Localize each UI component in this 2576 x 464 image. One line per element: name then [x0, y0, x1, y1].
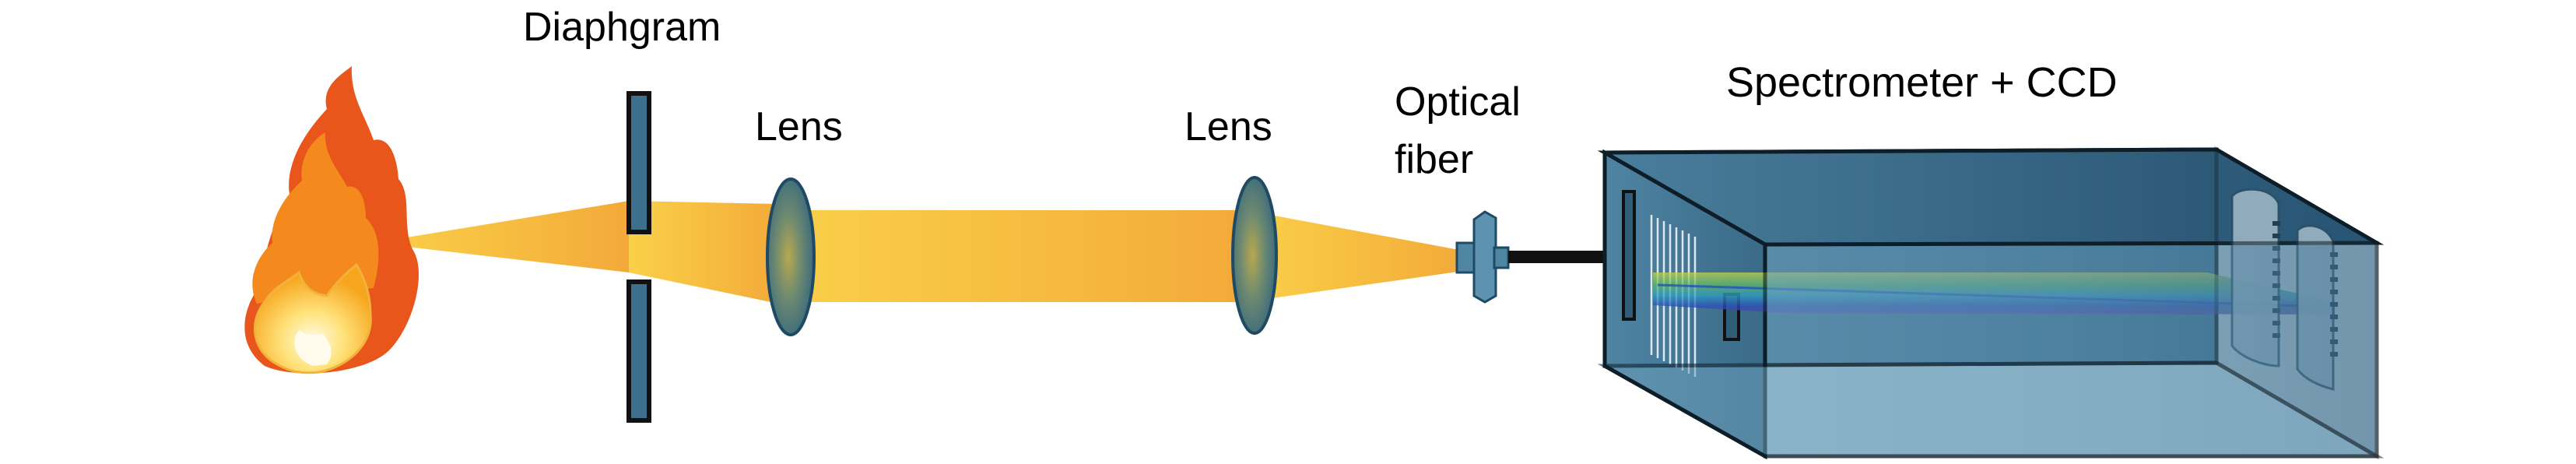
entrance-slit [1622, 190, 1636, 321]
flame-icon [244, 66, 419, 374]
light-beam [374, 201, 1463, 304]
diaphragm [626, 91, 651, 423]
lens-1-label: Lens [755, 104, 843, 149]
lens-2 [1231, 176, 1278, 335]
fiber-coupler [1455, 210, 1510, 304]
optical-fiber-label-line1: Optical [1395, 79, 1521, 125]
spectrometer-box [1597, 146, 2385, 460]
optical-fiber-label-line2: fiber [1395, 137, 1473, 182]
diaphragm-lower-blade [626, 279, 651, 423]
spectrometer-label: Spectrometer + CCD [1726, 59, 2118, 106]
optical-fiber [1508, 251, 1605, 263]
diaphragm-label: Diaphgram [523, 5, 721, 50]
lens-2-label: Lens [1184, 104, 1272, 149]
diaphragm-upper-blade [626, 91, 651, 234]
lens-1 [766, 178, 816, 336]
